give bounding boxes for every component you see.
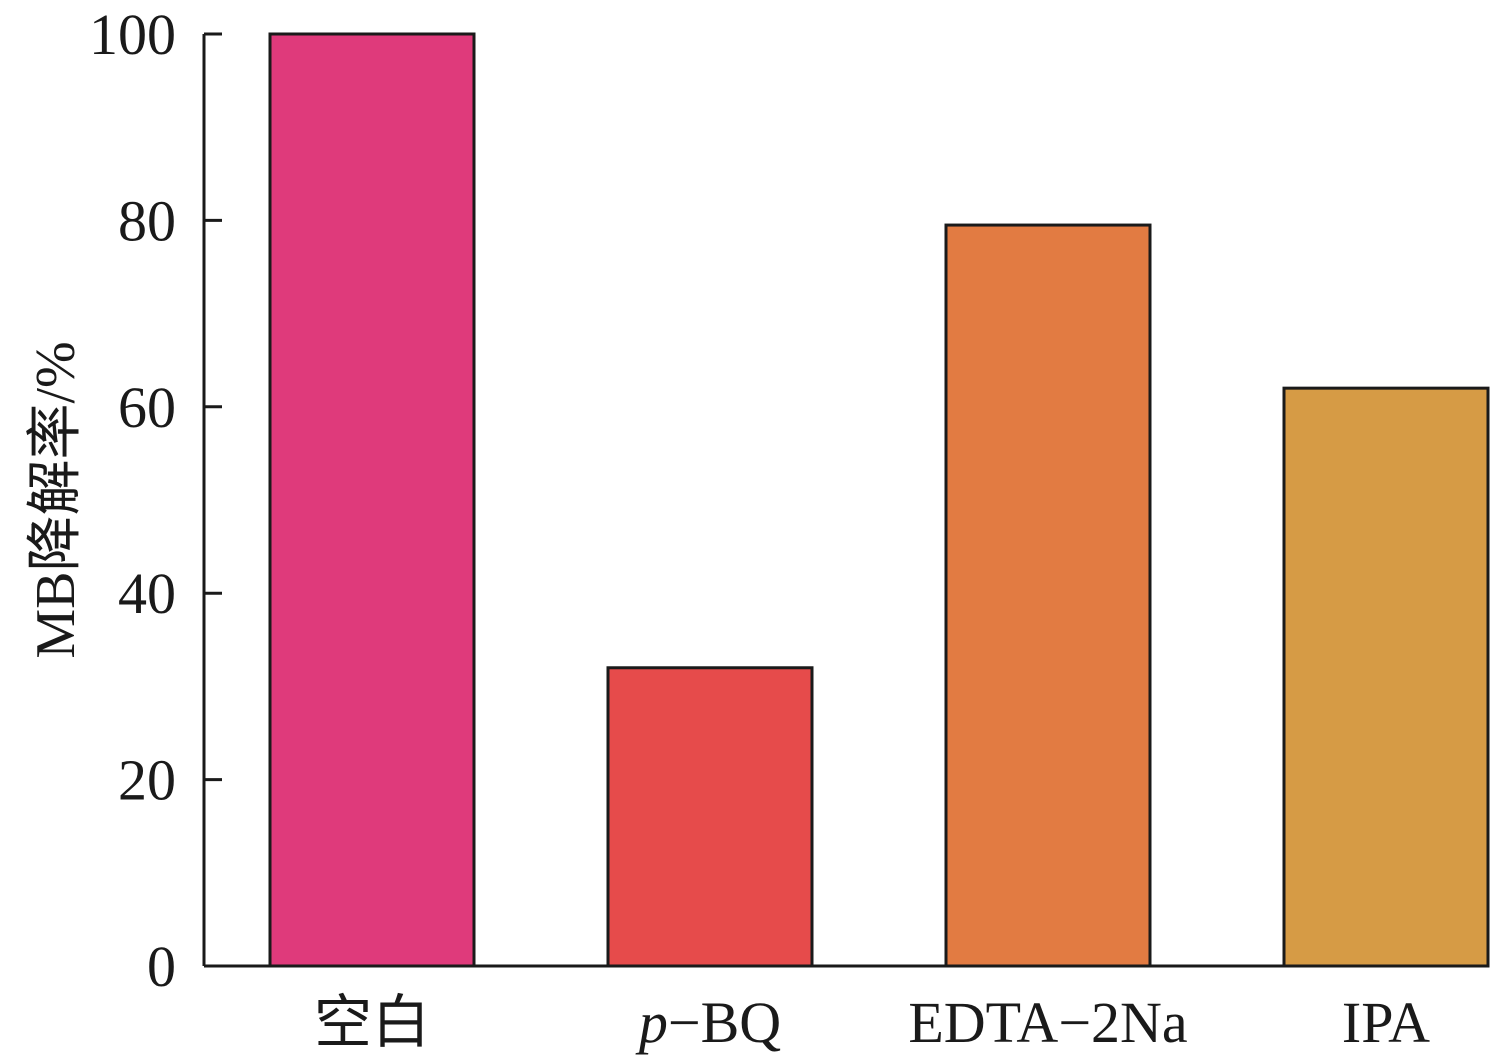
- y-tick-label-0: 0: [147, 934, 176, 999]
- y-tick-label-5: 100: [89, 2, 176, 67]
- axes-group: [202, 34, 1488, 968]
- x-category-label-0: 空白: [314, 990, 430, 1055]
- bar-0: [268, 32, 476, 968]
- bar-1: [606, 666, 814, 968]
- y-tick-label-4: 80: [118, 188, 176, 253]
- bar-2: [944, 223, 1152, 968]
- x-category-label-2: EDTA−2Na: [908, 990, 1187, 1055]
- y-tick-label-2: 40: [118, 561, 176, 626]
- y-tick-label-1: 20: [118, 748, 176, 813]
- bars-group: [268, 32, 1490, 968]
- y-ticks-group: 0 20 40 60 80 100: [89, 2, 222, 999]
- y-axis-label: MB降解率/%: [25, 341, 87, 658]
- bar-3: [1282, 386, 1490, 968]
- x-labels-group: 空白 p−BQ EDTA−2Na IPA: [314, 990, 1430, 1055]
- x-category-label-1: p−BQ: [635, 990, 781, 1055]
- y-tick-label-3: 60: [118, 375, 176, 440]
- x-category-label-3: IPA: [1342, 990, 1430, 1055]
